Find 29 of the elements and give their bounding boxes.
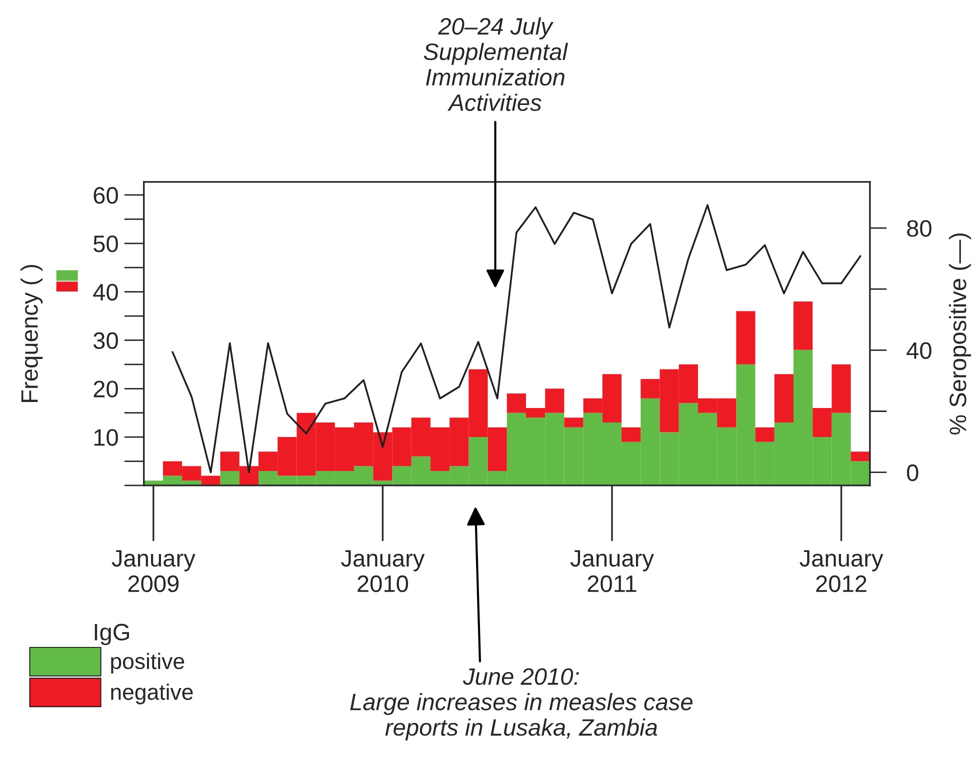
y2-tick-label: 0 xyxy=(906,464,918,482)
y-tick-label: 60 xyxy=(94,187,118,204)
y-tick-label: 40 xyxy=(93,284,118,301)
x-tick-label: January 2012 xyxy=(800,550,884,592)
legend-label: negative xyxy=(111,684,193,704)
text: June 2010: Large increases in measles case reports in Lusaka, Zambia xyxy=(350,668,692,740)
x-tick-label: January 2009 xyxy=(112,550,196,592)
bar xyxy=(755,427,774,442)
x-tick-label: January 2010 xyxy=(341,550,425,592)
line-series xyxy=(172,204,862,474)
y-tick-label: 10 xyxy=(94,429,118,446)
bar xyxy=(736,311,756,364)
y-tick-label: 30 xyxy=(93,332,118,350)
bar xyxy=(850,452,870,462)
x-tick-label: January 2011 xyxy=(570,550,654,592)
bar xyxy=(564,418,584,428)
bar xyxy=(220,470,240,486)
y-tick-label: 50 xyxy=(94,235,118,252)
y2-tick-label: 40 xyxy=(906,342,932,359)
bar xyxy=(774,374,794,423)
y2-tick-label: 80 xyxy=(907,220,932,237)
y2-axis-title: % Seropositive (—) xyxy=(948,233,971,435)
bar xyxy=(794,301,813,350)
bar xyxy=(622,427,641,442)
y-axis-title: Frequency ( ) xyxy=(20,264,43,402)
text: 20–24 July Supplemental Immunization Activities xyxy=(424,17,568,112)
y-tick-label: 20 xyxy=(94,380,118,398)
legend-label: positive xyxy=(111,652,184,674)
legend-title: IgG xyxy=(94,624,129,646)
